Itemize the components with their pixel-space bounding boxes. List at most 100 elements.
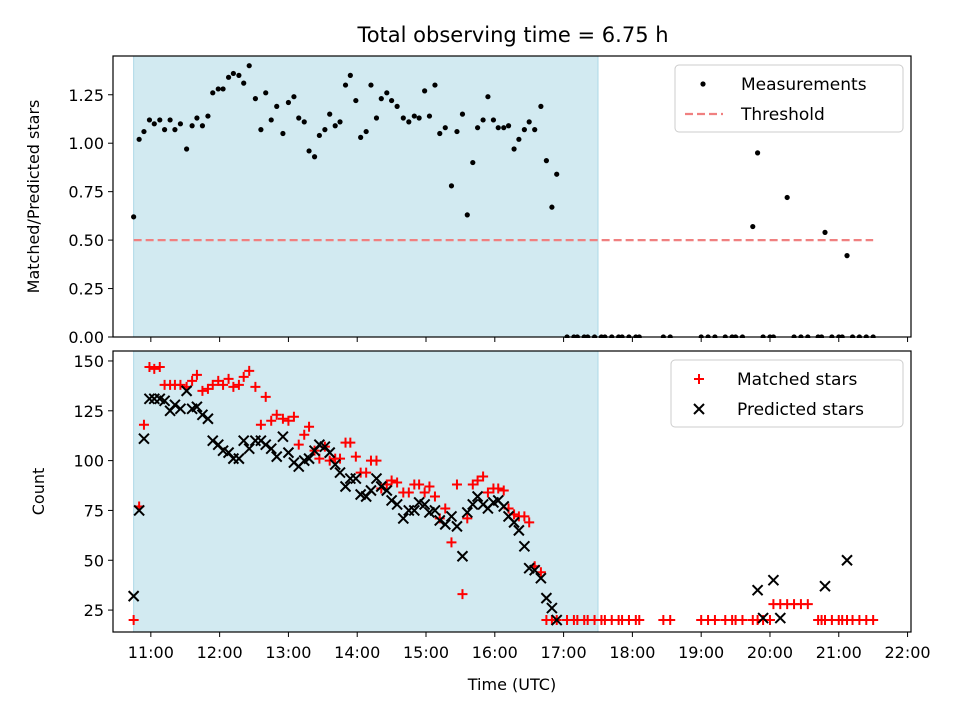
legend-marker (694, 374, 704, 384)
measurement-point (373, 115, 380, 121)
matched-star-point (260, 391, 271, 402)
measurement-point (505, 123, 512, 129)
measurement-point (384, 90, 390, 96)
legend-marker (693, 403, 705, 415)
measurement-point (521, 127, 527, 133)
top-panel: 0.00 0.25 0.50 0.75 1.00 1.25 Matched/Predicte… (24, 55, 912, 347)
measurement-point (784, 194, 790, 201)
measurement-point (230, 70, 236, 77)
y-tick-label: 50 (84, 551, 104, 570)
observing-window-span (133, 55, 599, 338)
measurement-point (285, 99, 292, 106)
predicted-star-point (385, 494, 398, 507)
matched-star-point (386, 475, 397, 486)
matched-star-point (764, 615, 775, 626)
measurement-point (291, 94, 297, 100)
measurement-point (822, 229, 828, 235)
predicted-star-point (303, 452, 315, 465)
measurement-point (442, 125, 448, 131)
x-tick-label: 21:00 (816, 643, 862, 662)
predicted-star-point (434, 514, 446, 527)
measurement-point (141, 128, 147, 135)
matched-star-point (802, 599, 813, 610)
predicted-star-point (169, 399, 181, 411)
y-tick-label: 75 (84, 501, 104, 520)
measurement-point (151, 121, 157, 127)
predicted-star-point (375, 480, 388, 493)
matched-star-point (149, 363, 160, 374)
predicted-star-point (461, 506, 473, 519)
matched-star-point (457, 589, 468, 600)
measurement-point (475, 125, 481, 131)
measurement-point (400, 115, 406, 121)
predicted-star-point (551, 614, 563, 626)
predicted-star-point (381, 484, 393, 497)
measurement-point (495, 125, 501, 131)
matched-star-point (482, 487, 493, 498)
measurement-point (394, 103, 400, 109)
matched-star-point (524, 517, 535, 528)
measurement-point (353, 97, 359, 104)
matched-star-point (191, 369, 202, 380)
matched-star-point (868, 615, 879, 626)
axes-frame (112, 350, 912, 633)
predicted-star-point (233, 452, 245, 465)
measurement-point (543, 158, 549, 164)
legend-label: Measurements (741, 75, 867, 95)
measurement-point (131, 214, 137, 220)
predicted-star-point (498, 500, 510, 513)
predicted-star-point (277, 430, 289, 443)
measurement-point (437, 130, 443, 137)
predicted-star-point (350, 472, 362, 485)
matched-star-point (472, 475, 483, 486)
measurement-point (464, 212, 470, 218)
predicted-star-point (365, 484, 377, 497)
matched-star-point (419, 487, 430, 498)
measurement-point (426, 113, 433, 119)
measurement-point (177, 121, 184, 127)
y-tick-label: 0.00 (68, 328, 104, 347)
x-tick-label: 15:00 (403, 643, 449, 662)
measurement-point (501, 125, 507, 131)
matched-star-point (392, 477, 403, 488)
matched-star-point (283, 415, 294, 426)
measurement-point (411, 113, 417, 119)
measurement-point (337, 119, 343, 125)
legend-label: Threshold (740, 105, 825, 125)
predicted-star-point (282, 446, 295, 459)
predicted-star-point (471, 490, 484, 503)
matched-star-point (277, 413, 288, 424)
predicted-star-point (243, 442, 255, 455)
measurement-point (454, 128, 460, 135)
measurement-point (406, 119, 412, 125)
matched-star-point (665, 615, 676, 626)
matched-star-point (288, 411, 299, 422)
matched-star-point (345, 437, 356, 448)
measurement-point (378, 96, 384, 102)
y-axis-label: Matched/Predicted stars (24, 100, 43, 294)
measurement-point (844, 253, 850, 259)
measurement-point (189, 123, 195, 129)
measurement-point (358, 134, 364, 140)
matched-star-point (238, 371, 249, 382)
x-tick-label: 11:00 (128, 643, 174, 662)
y-tick-label: 0.50 (68, 231, 104, 250)
predicted-star-point (535, 572, 547, 584)
measurement-point (146, 117, 153, 123)
predicted-star-point (445, 510, 458, 523)
legend-label: Matched stars (737, 370, 857, 390)
markers-group (127, 361, 879, 626)
measurement-point (347, 72, 353, 78)
measurement-point (205, 113, 211, 119)
measurement-point (263, 90, 269, 96)
measurement-point (246, 63, 252, 69)
y-axis-label: Count (29, 468, 48, 516)
predicted-star-point (408, 504, 421, 517)
y-tick-label: 1.25 (68, 86, 104, 105)
measurement-point (167, 117, 173, 123)
measurement-point (448, 183, 455, 189)
matched-star-point (361, 467, 372, 478)
measurement-point (184, 146, 190, 152)
measurement-point (311, 154, 318, 160)
matched-star-point (299, 429, 310, 440)
